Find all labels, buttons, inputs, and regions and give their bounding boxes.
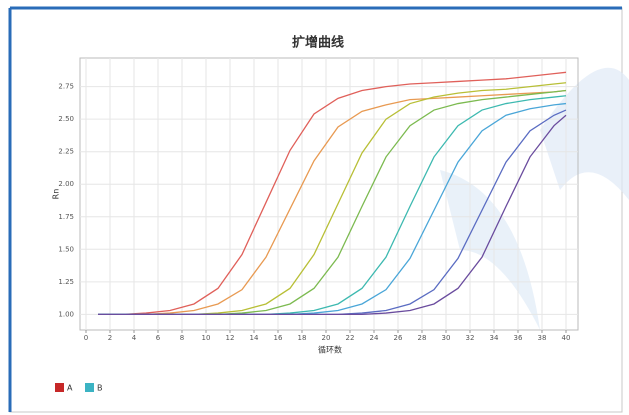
x-tick-label: 22 [346, 334, 355, 342]
y-tick-label: 2.25 [58, 148, 74, 156]
y-tick-label: 1.50 [58, 245, 74, 253]
legend-label: A [67, 384, 73, 393]
chart-title: 扩增曲线 [292, 35, 344, 51]
curve [98, 71, 567, 316]
y-tick-label: 2.75 [58, 83, 74, 91]
x-tick-label: 4 [132, 334, 137, 342]
x-tick-label: 34 [490, 334, 499, 342]
y-tick-label: 2.00 [58, 180, 74, 188]
x-tick-label: 16 [274, 334, 283, 342]
x-tick-label: 8 [180, 334, 184, 342]
x-tick-label: 18 [298, 334, 307, 342]
y-tick-label: 1.00 [58, 310, 74, 318]
x-tick-label: 14 [250, 334, 259, 342]
x-tick-label: 26 [394, 334, 403, 342]
plot-area [79, 57, 579, 331]
x-tick-label: 0 [84, 334, 88, 342]
x-tick-label: 20 [322, 334, 331, 342]
x-tick-label: 38 [538, 334, 547, 342]
x-axis-label: 循环数 [318, 345, 342, 355]
frame [9, 7, 623, 413]
x-tick-label: 10 [202, 334, 211, 342]
curve [98, 114, 567, 316]
y-tick-label: 1.25 [58, 278, 74, 286]
y-tick-label: 2.50 [58, 115, 74, 123]
legend-swatch [55, 383, 64, 392]
x-tick-label: 6 [156, 334, 161, 342]
x-tick-label: 30 [442, 334, 451, 342]
y-axis-label: Rn [52, 189, 61, 200]
watermark [440, 170, 540, 330]
watermark [540, 67, 629, 200]
x-tick-label: 32 [466, 334, 475, 342]
curve [98, 89, 567, 316]
y-tick-label: 1.75 [58, 213, 74, 221]
x-tick-label: 40 [562, 334, 571, 342]
x-tick-label: 12 [226, 334, 235, 342]
x-tick-label: 2 [108, 334, 112, 342]
legend-label: B [97, 384, 103, 393]
x-tick-label: 24 [370, 334, 379, 342]
x-tick-label: 36 [514, 334, 523, 342]
x-tick-label: 28 [418, 334, 427, 342]
legend-swatch [85, 383, 94, 392]
